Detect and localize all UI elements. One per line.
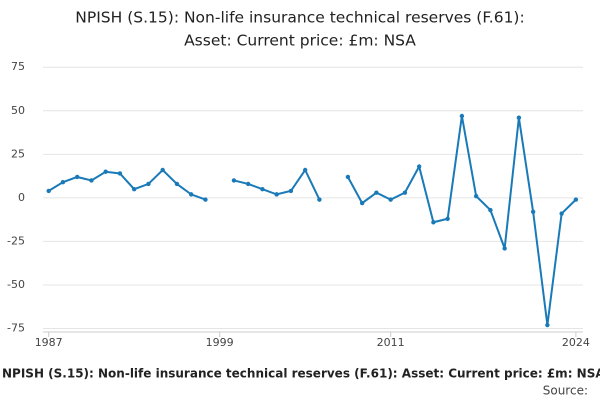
point bbox=[416, 164, 422, 169]
point bbox=[103, 169, 108, 174]
point bbox=[488, 207, 493, 213]
chart-title: Asset: Current price: £m: NSA bbox=[184, 32, 416, 50]
point bbox=[231, 178, 237, 183]
point bbox=[530, 209, 536, 215]
point bbox=[559, 211, 564, 216]
point bbox=[317, 197, 322, 202]
point bbox=[459, 113, 465, 119]
x-tick-label: 2011 bbox=[377, 336, 405, 349]
y-tick-label: 75 bbox=[11, 60, 25, 73]
point bbox=[388, 197, 393, 202]
point bbox=[473, 193, 479, 199]
point bbox=[117, 171, 123, 176]
x-tick-label: 1987 bbox=[35, 336, 63, 349]
point bbox=[188, 192, 194, 197]
point bbox=[345, 174, 351, 180]
point bbox=[274, 192, 279, 197]
point bbox=[203, 197, 208, 202]
point bbox=[573, 197, 579, 202]
point bbox=[174, 181, 180, 187]
chart-title: NPISH (S.15): Non-life insurance technic… bbox=[75, 9, 524, 27]
point bbox=[260, 186, 265, 192]
point bbox=[359, 200, 365, 206]
point bbox=[516, 115, 522, 120]
point bbox=[445, 216, 450, 221]
point bbox=[374, 190, 379, 195]
point bbox=[46, 188, 51, 194]
point bbox=[402, 190, 408, 195]
point bbox=[89, 178, 94, 183]
point bbox=[288, 188, 294, 194]
point bbox=[302, 167, 308, 173]
source: Source: bbox=[543, 384, 588, 398]
point bbox=[502, 246, 507, 251]
point bbox=[60, 179, 66, 185]
x-tick-label: 1999 bbox=[206, 336, 234, 349]
y-tick-label: 0 bbox=[18, 191, 25, 204]
point bbox=[160, 167, 165, 173]
y-tick-label: -75 bbox=[7, 322, 25, 335]
point bbox=[545, 322, 550, 328]
point bbox=[245, 181, 251, 187]
point bbox=[146, 181, 151, 187]
point bbox=[131, 186, 137, 192]
footer-title: NPISH (S.15): Non-life insurance technic… bbox=[2, 367, 600, 381]
x-tick-label: 2024 bbox=[562, 336, 590, 349]
point bbox=[431, 220, 436, 225]
y-tick-label: -50 bbox=[7, 278, 25, 291]
y-tick-label: -25 bbox=[7, 234, 25, 247]
y-tick-label: 25 bbox=[11, 147, 25, 160]
line bbox=[48, 115, 577, 326]
point bbox=[74, 174, 80, 180]
y-tick-label: 50 bbox=[11, 104, 25, 117]
